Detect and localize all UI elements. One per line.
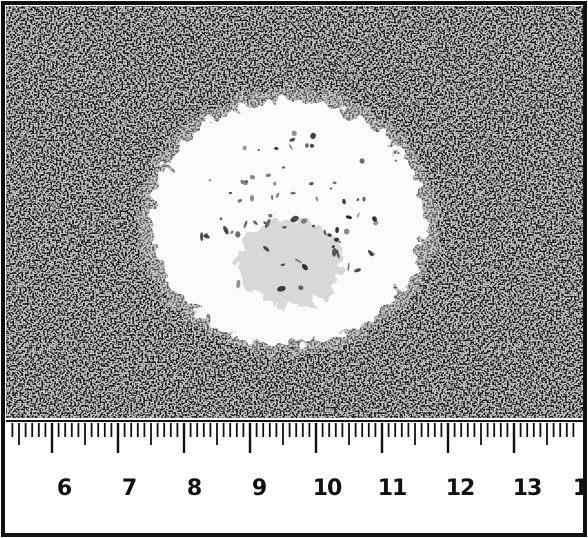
specimen-mark xyxy=(333,237,340,242)
specimen-mark xyxy=(290,215,299,223)
specimen-mark xyxy=(245,180,248,183)
specimen-mark xyxy=(309,143,315,148)
specimen xyxy=(138,90,438,354)
specimen-mark xyxy=(253,220,258,226)
specimen-mark xyxy=(249,174,256,180)
specimen-mark xyxy=(347,262,350,272)
ruler-label-6: 6 xyxy=(56,476,72,501)
specimen-mark xyxy=(280,263,286,267)
specimen-mark xyxy=(223,225,229,235)
specimen-mark xyxy=(331,248,337,257)
specimen-mark xyxy=(343,228,350,235)
specimen-mark xyxy=(236,279,241,289)
specimen-mark xyxy=(208,179,212,182)
specimen-mark xyxy=(323,229,327,236)
specimen-mark xyxy=(228,192,233,194)
ruler-label-13: 13 xyxy=(512,476,543,501)
specimen-mark xyxy=(309,181,314,186)
specimen-mark xyxy=(342,198,346,205)
ruler-ticks xyxy=(11,423,575,453)
specimen-mark xyxy=(356,198,360,202)
specimen-mark xyxy=(277,285,286,292)
specimen-mark xyxy=(315,196,319,202)
specimen-mark xyxy=(230,230,234,234)
specimen-mark xyxy=(301,218,307,224)
specimen-mark xyxy=(359,158,365,164)
specimen-mark xyxy=(272,181,277,186)
specimen-mark xyxy=(243,220,248,229)
specimen-mark xyxy=(354,268,362,273)
ruler-label-8: 8 xyxy=(186,476,202,501)
specimen-mark xyxy=(235,231,241,238)
specimen-mark xyxy=(357,212,360,218)
specimen-mark xyxy=(329,187,332,190)
specimen-mark xyxy=(305,143,309,148)
specimen-mark xyxy=(249,195,255,202)
specimen-mark xyxy=(257,148,260,152)
specimen-mark xyxy=(274,146,279,151)
specimen-mark xyxy=(372,216,377,222)
ruler xyxy=(6,418,584,534)
specimen-mark xyxy=(282,226,287,229)
specimen-mark xyxy=(288,144,293,150)
specimen-mark xyxy=(204,233,209,236)
ruler-label-14: 1 xyxy=(572,476,588,501)
specimen-dark-marks xyxy=(200,130,379,292)
specimen-mark xyxy=(362,196,366,202)
specimen-mark xyxy=(263,245,270,252)
specimen-mark xyxy=(291,130,297,137)
specimen-mark xyxy=(237,199,242,203)
specimen-mark xyxy=(281,166,286,169)
specimen-mark xyxy=(289,137,296,142)
specimen-mark xyxy=(275,192,280,198)
specimen-mark xyxy=(265,173,272,178)
specimen-mark xyxy=(332,181,337,185)
specimen-mark xyxy=(268,213,273,218)
specimen-mark xyxy=(335,227,340,233)
specimen-center-texture xyxy=(238,218,342,306)
specimen-mark xyxy=(311,224,316,228)
specimen-mark xyxy=(331,245,335,249)
specimen-mark xyxy=(294,258,303,264)
specimen-mark xyxy=(242,145,247,151)
ruler-label-7: 7 xyxy=(121,476,137,501)
specimen-mark xyxy=(373,220,379,226)
specimen-mark xyxy=(345,215,353,220)
specimen-mark xyxy=(200,232,204,242)
specimen-mark xyxy=(369,252,375,257)
specimen-mark xyxy=(301,263,308,271)
specimen-mark xyxy=(310,132,316,140)
ruler-label-9: 9 xyxy=(251,476,267,501)
ruler-label-10: 10 xyxy=(312,476,343,501)
specimen-mark xyxy=(264,219,271,229)
specimen-mark xyxy=(219,217,223,221)
specimen-mark xyxy=(271,194,274,200)
specimen-mark xyxy=(263,221,267,225)
ruler-label-11: 11 xyxy=(377,476,408,501)
specimen-mark xyxy=(338,240,342,244)
specimen-mark xyxy=(336,249,340,259)
ruler-label-12: 12 xyxy=(445,476,476,501)
specimen-mark xyxy=(327,233,332,237)
specimen-mark xyxy=(290,191,296,195)
specimen-mark xyxy=(298,285,304,290)
